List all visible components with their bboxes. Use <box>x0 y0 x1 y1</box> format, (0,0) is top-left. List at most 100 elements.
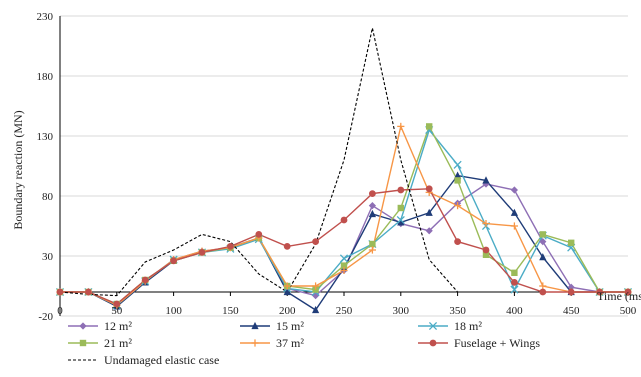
diamond-marker <box>510 186 518 194</box>
square-marker <box>511 269 518 276</box>
square-marker <box>539 231 546 238</box>
triangle-marker <box>454 171 462 179</box>
legend-item: Undamaged elastic case <box>68 353 219 367</box>
circle-marker <box>425 185 433 193</box>
plus-marker <box>539 282 547 290</box>
x-tick-label: 250 <box>336 305 353 317</box>
legend-item: 12 m² <box>68 319 132 333</box>
diamond-marker <box>79 322 87 330</box>
circle-marker <box>141 276 149 284</box>
circle-marker <box>397 186 405 194</box>
x-tick-label: 200 <box>279 305 296 317</box>
diamond-marker <box>425 227 433 235</box>
legend-item: 18 m² <box>418 319 482 333</box>
square-marker <box>397 204 404 212</box>
plus-marker <box>482 220 490 228</box>
x-marker-stroke <box>428 321 438 331</box>
triangle-marker <box>539 253 547 261</box>
square-marker <box>568 239 575 246</box>
circle-marker <box>340 216 348 224</box>
diamond-marker <box>567 283 575 291</box>
circle-marker <box>539 288 547 296</box>
circle-marker <box>113 300 121 308</box>
square-marker <box>426 123 433 130</box>
square-marker <box>340 262 348 269</box>
legend-label: 12 m² <box>104 319 132 333</box>
y-tick-label: 80 <box>42 191 54 203</box>
triangle-marker <box>368 209 376 218</box>
legend-label: Undamaged elastic case <box>104 353 219 367</box>
x-tick-label: 500 <box>620 305 637 317</box>
legend-item: 21 m² <box>68 336 132 350</box>
legend-item: 37 m² <box>240 336 304 350</box>
x-marker <box>396 215 405 225</box>
series-markers <box>55 122 633 314</box>
x-marker-stroke <box>453 160 462 169</box>
legend-label: 15 m² <box>276 319 304 333</box>
circle-marker <box>482 246 490 254</box>
x-marker <box>510 285 519 294</box>
circle-marker <box>227 243 234 250</box>
x-tick-label: 450 <box>563 305 580 317</box>
triangle-marker <box>397 218 405 226</box>
circle-marker <box>85 288 92 296</box>
circle-marker <box>596 288 603 296</box>
triangle-marker <box>251 321 259 330</box>
x-tick-label: 50 <box>111 305 123 317</box>
triangle-marker <box>283 287 291 296</box>
plus-marker <box>251 339 259 347</box>
x-marker-stroke <box>510 285 519 294</box>
x-marker <box>453 160 462 169</box>
circle-marker <box>429 339 437 347</box>
x-marker <box>339 254 349 263</box>
square-marker <box>454 177 461 184</box>
y-tick-label: 180 <box>37 71 54 83</box>
x-marker <box>428 321 438 331</box>
triangle-marker <box>510 208 518 216</box>
plus-marker <box>510 222 518 230</box>
legend: 12 m² 15 m² 18 m² 21 m² 37 m² Fuselage + Wing… <box>68 319 540 367</box>
plus-marker <box>368 246 376 254</box>
square-marker <box>482 251 490 258</box>
y-axis-title: Boundary reaction (MN) <box>11 110 25 229</box>
plus-marker <box>454 202 462 210</box>
legend-item: Fuselage + Wings <box>418 336 540 350</box>
circle-marker <box>283 243 291 250</box>
x-marker-stroke <box>339 254 349 263</box>
x-tick-label: 0 <box>57 305 63 317</box>
circle-marker <box>170 257 178 265</box>
triangle-marker <box>425 208 433 216</box>
circle-marker <box>511 279 518 286</box>
legend-item: 15 m² <box>240 319 304 333</box>
diamond-marker <box>312 292 320 300</box>
y-tick-label: -20 <box>38 311 53 323</box>
x-tick-label: 300 <box>393 305 410 317</box>
diamond-marker <box>539 238 547 246</box>
legend-label: Fuselage + Wings <box>454 336 540 350</box>
square-marker <box>79 339 87 347</box>
circle-marker <box>198 249 206 256</box>
plus-marker <box>283 282 291 290</box>
circle-marker <box>567 288 575 296</box>
legend-label: 21 m² <box>104 336 132 350</box>
legend-label: 37 m² <box>276 336 304 350</box>
diamond-marker <box>368 202 376 210</box>
circle-marker <box>454 238 461 246</box>
circle-marker <box>255 231 263 238</box>
y-tick-label: 230 <box>37 11 54 23</box>
legend-label: 18 m² <box>454 319 482 333</box>
triangle-marker <box>312 305 320 314</box>
x-axis-title: Time (ms) <box>597 289 641 303</box>
x-marker-stroke <box>396 215 405 225</box>
y-tick-label: 130 <box>37 131 54 143</box>
plus-marker <box>397 122 405 130</box>
circle-marker <box>56 288 64 296</box>
triangle-marker <box>482 176 490 184</box>
series-line <box>59 27 459 297</box>
x-tick-label: 100 <box>165 305 182 317</box>
tick-labels: -20 30 80 130 180 230 0 50 100 150 200 250 300 350 400… <box>37 11 637 323</box>
x-tick-label: 400 <box>506 305 523 317</box>
square-marker <box>369 240 376 248</box>
